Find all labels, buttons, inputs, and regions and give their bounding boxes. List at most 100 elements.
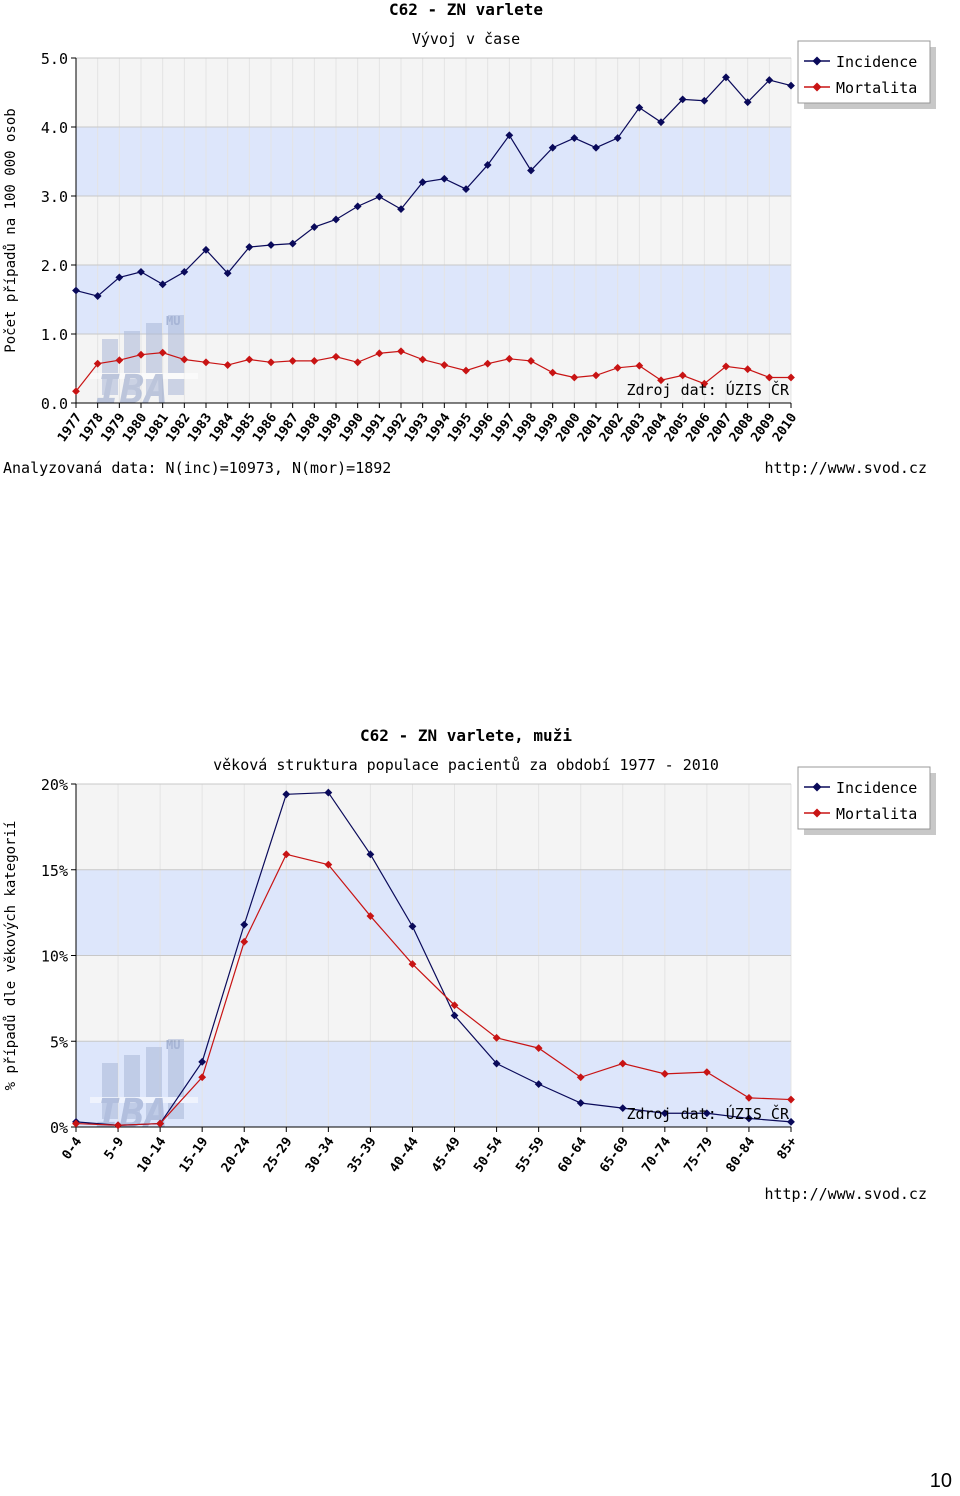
data-point-incidence — [576, 1099, 585, 1107]
series-line-mortalita — [75, 350, 791, 392]
data-point-mortalita — [332, 352, 340, 361]
data-point-incidence — [592, 143, 600, 152]
data-point-mortalita — [702, 1068, 711, 1077]
data-point-mortalita — [310, 357, 319, 365]
y-tick-label: 15% — [41, 862, 68, 880]
plot-band — [76, 127, 791, 196]
data-point-mortalita — [282, 850, 291, 859]
series-line-mortalita — [75, 853, 792, 1126]
x-tick-label: 2010 — [770, 411, 800, 445]
legend-label-incidence: Incidence — [836, 53, 917, 71]
data-point-incidence — [743, 98, 752, 107]
data-point-mortalita — [592, 371, 600, 380]
data-point-incidence — [282, 790, 291, 799]
x-tick-label: 35-39 — [345, 1135, 380, 1176]
legend-marker-mortalita — [812, 808, 822, 818]
data-point-incidence — [657, 118, 665, 127]
x-tick-label: 80-84 — [723, 1135, 758, 1176]
data-point-mortalita — [722, 362, 730, 371]
data-point-mortalita — [534, 1044, 543, 1053]
data-point-incidence — [93, 292, 102, 300]
data-point-mortalita — [418, 355, 427, 364]
time-trend-chart-svg: MUIBA0.01.02.03.04.05.019771978197919801… — [3, 0, 936, 477]
data-point-mortalita — [700, 379, 709, 388]
x-tick-label: 45-49 — [429, 1135, 464, 1176]
data-point-mortalita — [324, 860, 333, 869]
plot-band — [76, 784, 791, 870]
data-point-incidence — [115, 273, 124, 282]
data-point-incidence — [722, 73, 730, 82]
data-point-incidence — [527, 166, 535, 175]
data-point-mortalita — [765, 373, 774, 382]
series-line-incidence — [75, 791, 792, 1126]
legend-marker-incidence — [812, 782, 822, 792]
data-point-incidence — [787, 1117, 795, 1126]
x-tick-label: 55-59 — [513, 1135, 548, 1176]
x-tick-label: 40-44 — [387, 1135, 422, 1176]
data-point-mortalita — [440, 361, 449, 369]
y-tick-label: 5% — [50, 1033, 68, 1051]
y-tick-label: 1.0 — [41, 326, 68, 344]
data-point-mortalita — [115, 356, 124, 365]
data-point-mortalita — [240, 937, 249, 946]
data-point-mortalita — [657, 376, 665, 385]
data-point-incidence — [408, 922, 417, 931]
chart-title: C62 - ZN varlete, muži — [360, 726, 572, 745]
data-point-incidence — [613, 134, 622, 142]
legend-box — [797, 766, 931, 830]
legend: Incidence Mortalita — [797, 766, 936, 835]
legend-label-mortalita: Mortalita — [836, 805, 917, 823]
data-point-mortalita — [267, 358, 275, 367]
data-point-incidence — [702, 1109, 711, 1118]
data-point-incidence — [492, 1059, 501, 1068]
data-point-mortalita — [576, 1073, 585, 1082]
age-structure-chart-svg: MU IBA 0% 5% 10% 15% 20% 0-4 5-9 10-14 15-19 20-24 2… — [3, 726, 936, 1203]
y-tick-label: 4.0 — [41, 119, 68, 137]
data-point-mortalita — [72, 1119, 80, 1128]
legend-box — [797, 40, 931, 104]
watermark-text-mu: MU — [166, 1038, 180, 1052]
data-point-incidence — [137, 267, 145, 276]
x-tick-label: 50-54 — [471, 1135, 506, 1176]
data-point-incidence — [548, 143, 557, 152]
watermark-bar-shape — [102, 339, 118, 395]
y-tick-label: 0.0 — [41, 395, 68, 413]
y-tick-label: 0% — [50, 1119, 68, 1137]
y-tick-label: 2.0 — [41, 257, 68, 275]
x-tick-label: 0-4 — [60, 1135, 86, 1163]
data-point-mortalita — [397, 347, 405, 356]
watermark-text-iba: IBA — [96, 1091, 168, 1137]
data-point-incidence — [483, 161, 492, 169]
x-tick-label: 20-24 — [219, 1135, 254, 1176]
source-note: Zdroj dat: ÚZIS ČR — [626, 1104, 790, 1123]
page-number: 10 — [929, 1470, 952, 1492]
x-tick-label: 75-79 — [681, 1135, 716, 1176]
legend-marker-incidence — [812, 56, 822, 66]
data-point-mortalita — [787, 1095, 795, 1104]
plot-band — [76, 196, 791, 265]
data-point-mortalita — [353, 358, 362, 367]
data-point-mortalita — [288, 357, 297, 365]
data-point-mortalita — [787, 373, 795, 382]
data-point-incidence — [223, 269, 232, 278]
data-point-incidence — [440, 174, 449, 183]
data-point-incidence — [450, 1011, 459, 1020]
data-point-incidence — [288, 239, 297, 248]
legend: Incidence Mortalita — [797, 40, 936, 109]
data-point-mortalita — [366, 912, 375, 920]
data-point-incidence — [267, 241, 275, 249]
x-tick-label: 85+ — [775, 1135, 801, 1163]
data-point-incidence — [570, 134, 579, 142]
plot-band — [76, 334, 791, 403]
data-point-incidence — [245, 243, 254, 251]
data-point-incidence — [534, 1080, 543, 1089]
watermark-text-mu: MU — [166, 314, 180, 328]
watermark-text-iba: IBA — [96, 367, 168, 413]
chart-subtitle: věková struktura populace pacientů za ob… — [213, 756, 719, 774]
x-tick-label: 5-9 — [102, 1135, 128, 1163]
data-point-mortalita — [408, 960, 417, 968]
data-point-mortalita — [678, 371, 687, 380]
plot-band — [76, 955, 791, 1042]
plot-band — [76, 869, 791, 956]
plot-band — [76, 265, 791, 334]
